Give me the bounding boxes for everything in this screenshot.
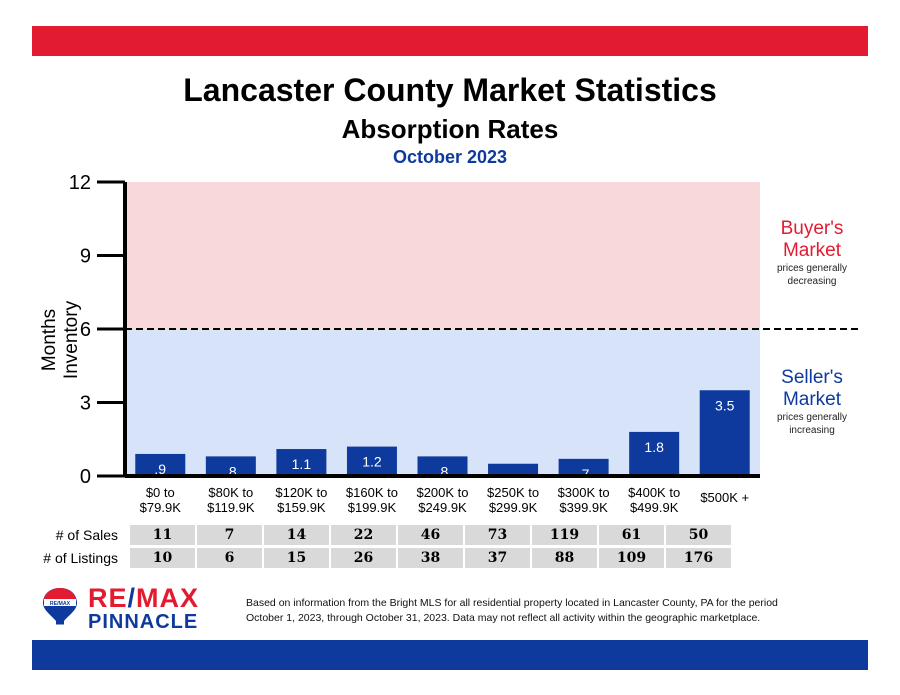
logo-slash: / (127, 583, 137, 613)
stats-cell: 88 (532, 548, 597, 568)
buyers-market-note-2: decreasing (787, 276, 837, 287)
bar (488, 463, 539, 476)
buyers-market-title-1: Buyer's (780, 218, 844, 239)
bar-label: .8 (437, 463, 449, 479)
x-tick-label: $120K to (275, 485, 327, 500)
y-tick-label: 3 (80, 393, 91, 415)
stats-cell: 38 (398, 548, 463, 568)
stats-cell: 6 (197, 548, 262, 568)
bar-label: 1.2 (362, 454, 382, 470)
footnote-line-2: October 1, 2023, through October 31, 202… (246, 612, 761, 624)
footnote-line-1: Based on information from the Bright MLS… (246, 597, 778, 609)
logo-max: MAX (136, 583, 200, 613)
period-label: October 2023 (392, 147, 508, 167)
x-tick-label: $300K to (558, 485, 610, 500)
buyers-market-label: Buyer's Market prices generally decreasi… (752, 218, 872, 288)
sellers-market-title-1: Seller's (781, 367, 843, 388)
buyers-market-zone (125, 182, 760, 329)
stats-cell: 109 (599, 548, 664, 568)
stats-cell: 7 (197, 525, 262, 545)
x-tick-label: $160K to (346, 485, 398, 500)
sellers-market-title-2: Market (782, 389, 842, 410)
buyers-market-note-1: prices generally (776, 263, 848, 274)
y-tick-label: 12 (69, 172, 91, 194)
stats-row-label: # of Sales (55, 527, 118, 543)
x-tick-label: $200K to (416, 485, 468, 500)
x-tick-label: $400K to (628, 485, 680, 500)
x-tick-label: $80K to (208, 485, 253, 500)
remax-logo: RE/MAX RE/MAX PINNACLE (42, 583, 212, 635)
bar (346, 446, 397, 476)
stats-cell: 22 (331, 525, 396, 545)
bar-label: 3.5 (715, 397, 735, 413)
x-tick-label: $500K + (700, 490, 749, 505)
top-red-band (32, 26, 868, 56)
bar (699, 390, 750, 476)
logo-re: RE (88, 583, 128, 613)
bottom-blue-band (32, 640, 868, 670)
x-tick-label: $199.9K (348, 500, 397, 515)
bar (135, 453, 186, 476)
sellers-market-label: Seller's Market prices generally increas… (752, 367, 872, 437)
stats-row-label: # of Listings (43, 550, 118, 566)
stats-row: # of Listings 10 6 15 26 38 37 88 109 176 (22, 548, 731, 568)
y-tick-label: 0 (80, 466, 91, 488)
logo-brand: RE/MAX (88, 583, 199, 614)
x-tick-label: $399.9K (559, 500, 608, 515)
bar-label: .7 (578, 466, 590, 482)
stats-cell: 176 (666, 548, 731, 568)
buyers-market-title-2: Market (782, 240, 842, 261)
x-tick-label: $79.9K (140, 500, 182, 515)
bar (276, 449, 327, 476)
y-tick-label: 6 (80, 319, 91, 341)
bar (558, 458, 609, 476)
x-tick-label: $499.9K (630, 500, 679, 515)
x-tick-label: $119.9K (207, 500, 255, 515)
stats-row: # of Sales 11 7 14 22 46 73 119 61 50 (22, 525, 731, 545)
x-tick-label: $250K to (487, 485, 539, 500)
bar-label: .9 (154, 461, 166, 477)
y-axis-label: Months Inventory (39, 300, 82, 380)
page-title: Lancaster County Market Statistics (183, 72, 717, 108)
bar (417, 456, 468, 476)
stats-cell: 15 (264, 548, 329, 568)
stats-cell: 10 (130, 548, 195, 568)
stats-table: # of Sales 11 7 14 22 46 73 119 61 50 # of Listing… (20, 522, 733, 571)
page-subtitle: Absorption Rates (341, 114, 559, 144)
sellers-market-note-1: prices generally (776, 412, 848, 423)
bar-label: .8 (225, 463, 237, 479)
absorption-chart: 0 3 6 9 12 .9 $0 to$79.9K .8 $80K to$119.9K 1.1 $1… (69, 172, 860, 515)
bar-label: 1.1 (292, 456, 312, 472)
footnote: Based on information from the Bright MLS… (246, 596, 846, 626)
stats-cell: 61 (599, 525, 664, 545)
hot-air-balloon-icon: RE/MAX (43, 588, 77, 625)
stats-cell: 14 (264, 525, 329, 545)
bar (205, 456, 256, 476)
balloon-text: RE/MAX (50, 601, 71, 607)
bar-label: 1.8 (644, 439, 664, 455)
logo-pinnacle: PINNACLE (88, 611, 199, 633)
stats-cell: 26 (331, 548, 396, 568)
y-tick-label: 9 (80, 246, 91, 268)
x-tick-label: $0 to (146, 485, 175, 500)
bar-label: .5 (507, 471, 519, 487)
x-tick-label: $159.9K (277, 500, 326, 515)
stats-cell: 119 (532, 525, 597, 545)
stats-cell: 50 (666, 525, 731, 545)
bar (629, 431, 680, 476)
sellers-market-note-2: increasing (789, 425, 835, 436)
stats-cell: 11 (130, 525, 195, 545)
stats-cell: 37 (465, 548, 530, 568)
x-tick-label: $249.9K (418, 500, 467, 515)
stats-cell: 46 (398, 525, 463, 545)
stats-cell: 73 (465, 525, 530, 545)
x-tick-label: $299.9K (489, 500, 538, 515)
